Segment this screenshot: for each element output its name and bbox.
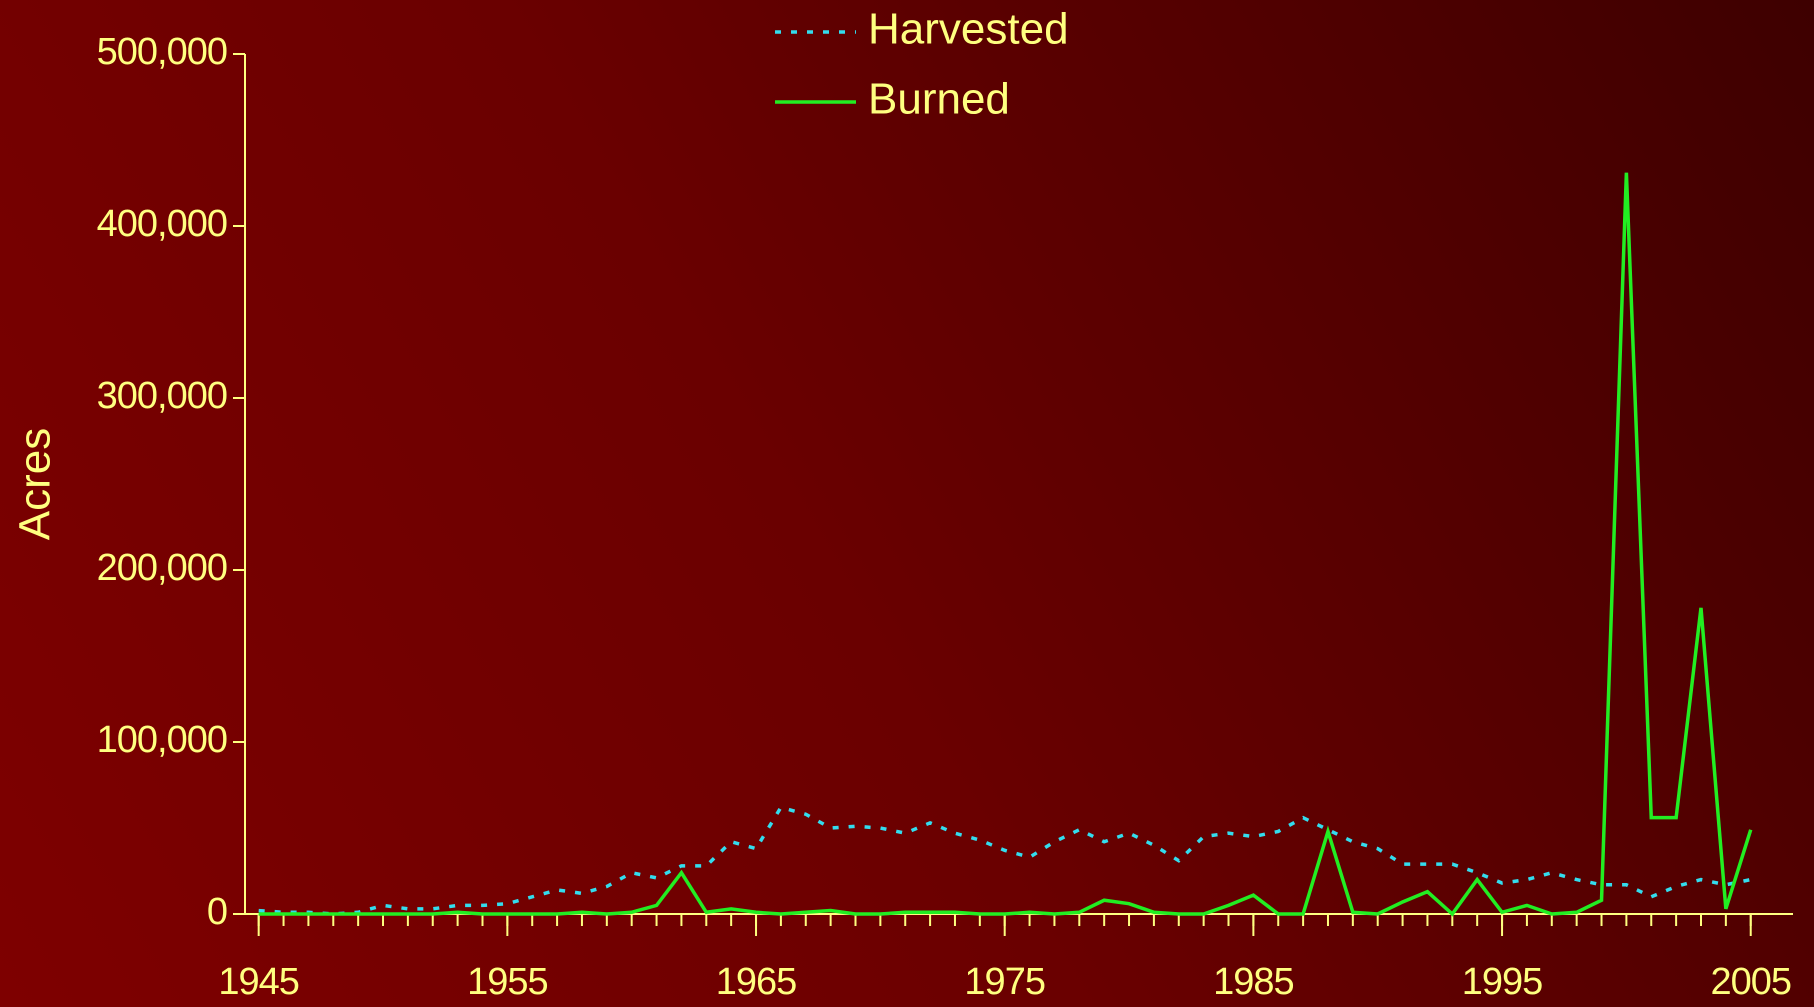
y-axis-label: Acres [11, 428, 60, 540]
series-line [258, 172, 1753, 917]
x-tick-label: 1985 [1213, 961, 1294, 1003]
y-tick-label: 200,000 [97, 547, 227, 589]
x-tick-label: 1965 [716, 961, 797, 1003]
legend-label: Harvested [868, 5, 1069, 54]
x-tick-label: 2005 [1710, 961, 1791, 1003]
y-tick-label: 300,000 [97, 375, 227, 417]
x-tick-label: 1995 [1462, 961, 1543, 1003]
legend-label: Burned [868, 75, 1010, 124]
x-tick-label: 1975 [964, 961, 1045, 1003]
y-tick-label: 400,000 [97, 203, 227, 245]
x-tick-label: 1945 [218, 961, 299, 1003]
series-line [258, 805, 1752, 916]
y-tick-label: 100,000 [97, 719, 227, 761]
y-tick-label: 500,000 [97, 31, 227, 73]
y-tick-label: 0 [207, 891, 227, 933]
x-tick-label: 1955 [467, 961, 548, 1003]
